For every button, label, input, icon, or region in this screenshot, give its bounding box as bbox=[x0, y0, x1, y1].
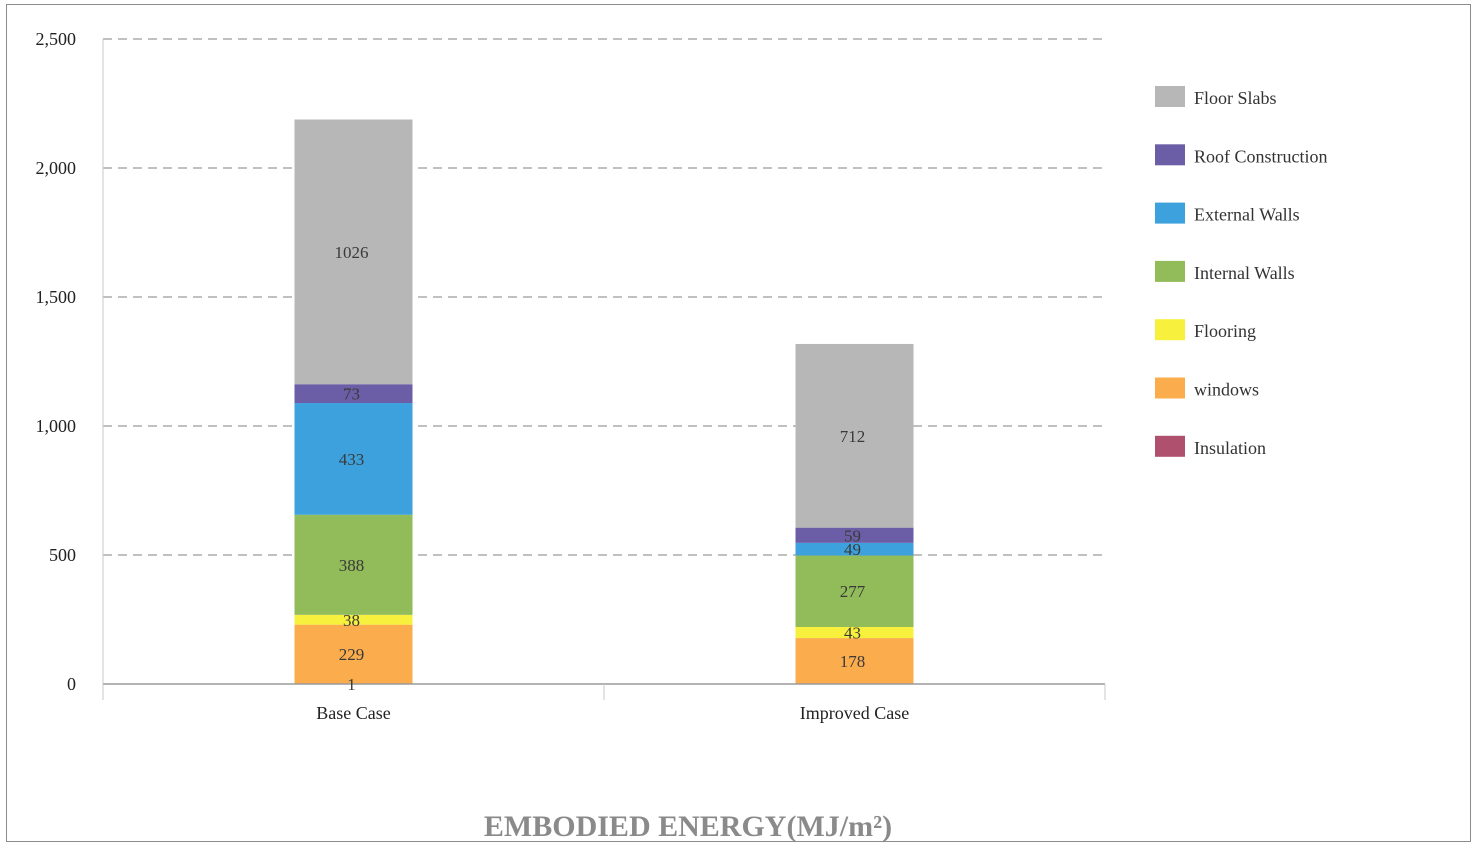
bar-segment bbox=[294, 614, 413, 625]
legend-label: Insulation bbox=[1194, 438, 1266, 458]
legend-swatch bbox=[1155, 260, 1185, 282]
bar-segment bbox=[294, 403, 413, 515]
y-tick-label: 2,500 bbox=[36, 29, 77, 49]
legend-item: Flooring bbox=[1155, 319, 1256, 341]
legend-label: Flooring bbox=[1194, 321, 1256, 341]
data-label: 277 bbox=[840, 582, 866, 601]
data-label: 229 bbox=[339, 645, 365, 664]
legend-swatch bbox=[1155, 202, 1185, 224]
bar-segment bbox=[795, 542, 914, 556]
y-tick-label: 2,000 bbox=[36, 158, 77, 178]
bars bbox=[294, 119, 914, 684]
legend-item: External Walls bbox=[1155, 202, 1300, 225]
legend-item: windows bbox=[1155, 377, 1259, 400]
legend-item: Internal Walls bbox=[1155, 260, 1295, 283]
legend-label: windows bbox=[1194, 380, 1259, 400]
x-category-label: Improved Case bbox=[800, 703, 909, 723]
data-label: 712 bbox=[840, 427, 866, 446]
chart-title: EMBODIED ENERGY(MJ/m²) bbox=[484, 810, 892, 843]
legend-swatch bbox=[1155, 144, 1185, 166]
legend: Floor Slabs Roof Construction External Wal… bbox=[1155, 86, 1328, 458]
y-tick-label: 500 bbox=[49, 545, 76, 565]
bar-segment bbox=[294, 624, 413, 684]
legend-label: Internal Walls bbox=[1194, 263, 1295, 283]
data-label: 38 bbox=[343, 611, 360, 630]
legend-label: External Walls bbox=[1194, 205, 1300, 225]
legend-swatch bbox=[1155, 377, 1185, 399]
data-label: 1 bbox=[347, 675, 356, 694]
y-tick-label: 0 bbox=[67, 674, 76, 694]
data-label: 433 bbox=[339, 450, 365, 469]
legend-label: Roof Construction bbox=[1194, 146, 1328, 166]
data-label: 73 bbox=[343, 385, 360, 404]
bar-segment bbox=[294, 514, 413, 615]
data-label: 178 bbox=[840, 652, 866, 671]
data-label: 388 bbox=[339, 556, 365, 575]
axes: 0 500 1,000 1,500 2,000 2,500 Base Case Improve… bbox=[36, 29, 1106, 723]
bar-segment bbox=[795, 638, 914, 684]
legend-item: Floor Slabs bbox=[1155, 86, 1277, 108]
x-category-label: Base Case bbox=[316, 703, 390, 723]
legend-item: Insulation bbox=[1155, 435, 1266, 458]
bar-segment bbox=[795, 343, 914, 528]
data-label: 59 bbox=[844, 526, 861, 545]
grid-lines bbox=[103, 38, 1105, 556]
bar-segment bbox=[294, 384, 413, 404]
data-label: 43 bbox=[844, 624, 861, 643]
legend-swatch bbox=[1155, 86, 1185, 107]
legend-label: Floor Slabs bbox=[1194, 88, 1277, 108]
y-tick-label: 1,500 bbox=[36, 287, 77, 307]
bar-segment bbox=[294, 119, 413, 385]
bar-segment bbox=[795, 626, 914, 639]
y-tick-label: 1,000 bbox=[36, 416, 77, 436]
chart-frame bbox=[6, 4, 1471, 842]
data-label: 1026 bbox=[335, 243, 369, 262]
legend-swatch bbox=[1155, 319, 1185, 341]
legend-item: Roof Construction bbox=[1155, 144, 1328, 166]
legend-swatch bbox=[1155, 435, 1185, 457]
bar-segment bbox=[795, 527, 914, 543]
data-label: 49 bbox=[844, 540, 861, 559]
bar-segment bbox=[795, 555, 914, 627]
